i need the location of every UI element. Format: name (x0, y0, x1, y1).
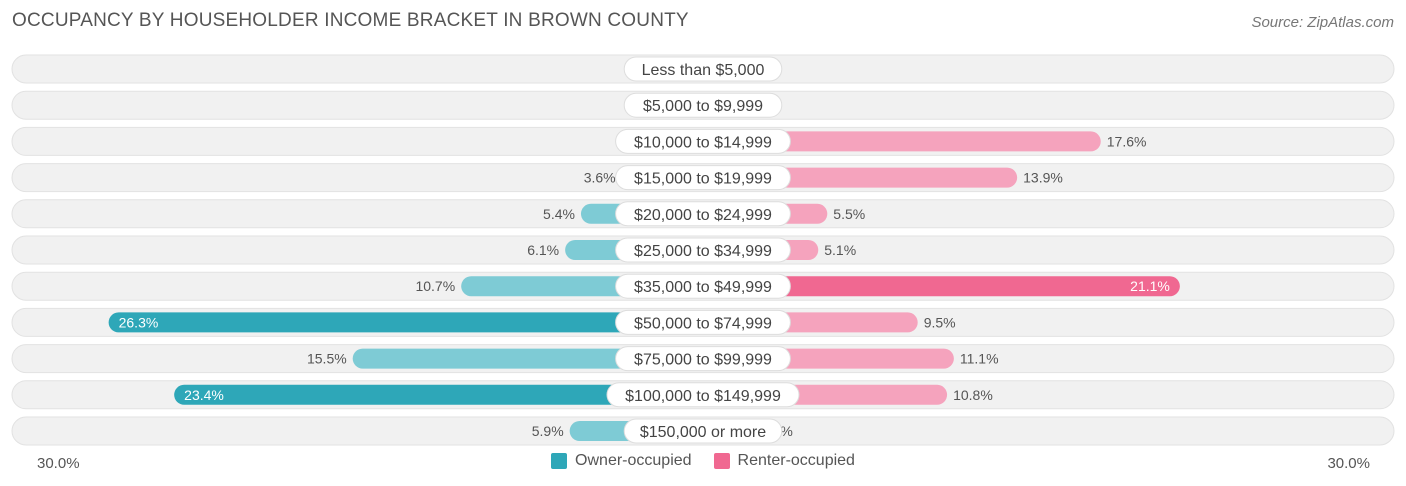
category-label-6: $35,000 to $49,999 (634, 279, 772, 296)
bar-renter-6 (703, 276, 1180, 297)
category-pill-3 (615, 165, 791, 191)
category-pill-4 (615, 201, 791, 227)
bar-owner-9 (174, 384, 703, 405)
chart-canvas: 0.75%1.3%Less than $5,0000.48%1.8%$5,000… (11, 54, 1395, 446)
value-label-renter-4: 5.5% (833, 206, 865, 222)
category-label-9: $100,000 to $149,999 (625, 388, 781, 405)
value-label-renter-7: 9.5% (924, 314, 956, 330)
value-label-owner-6: 10.7% (415, 278, 455, 294)
legend-label-renter: Renter-occupied (737, 452, 855, 469)
value-label-renter-3: 13.9% (1023, 170, 1063, 186)
bar-owner-8 (352, 348, 703, 369)
value-label-owner-8: 15.5% (307, 351, 347, 367)
category-label-1: $5,000 to $9,999 (643, 98, 763, 115)
value-label-owner-9: 23.4% (184, 387, 224, 403)
value-label-renter-5: 5.1% (824, 242, 856, 258)
category-pill-9 (606, 382, 800, 408)
value-label-owner-3: 3.6% (584, 170, 616, 186)
legend-swatch-owner (551, 453, 568, 469)
legend-item-owner: Owner-occupied (551, 452, 692, 470)
category-label-7: $50,000 to $74,999 (634, 315, 772, 332)
legend-swatch-renter (713, 453, 730, 469)
value-label-owner-10: 5.9% (532, 423, 564, 439)
source-credit: Source: ZipAtlas.com (1251, 14, 1394, 31)
category-pill-5 (615, 237, 791, 263)
category-pill-2 (615, 128, 791, 154)
legend: Owner-occupied Renter-occupied (0, 452, 1406, 470)
bar-owner-7 (108, 312, 704, 333)
category-pill-8 (615, 346, 791, 372)
category-pill-0 (623, 56, 783, 82)
value-label-renter-2: 17.6% (1107, 133, 1147, 149)
category-pill-7 (615, 309, 791, 335)
value-label-renter-6: 21.1% (1130, 278, 1170, 294)
category-pill-1 (623, 92, 783, 118)
axis-label-left: 30.0% (37, 455, 80, 472)
category-pill-10 (623, 418, 783, 444)
value-label-owner-4: 5.4% (543, 206, 575, 222)
category-label-0: Less than $5,000 (642, 62, 765, 79)
category-label-8: $75,000 to $99,999 (634, 352, 772, 369)
category-label-3: $15,000 to $19,999 (634, 171, 772, 188)
legend-item-renter: Renter-occupied (713, 452, 855, 470)
value-label-owner-7: 26.3% (119, 314, 159, 330)
legend-label-owner: Owner-occupied (575, 452, 692, 469)
category-label-2: $10,000 to $14,999 (634, 134, 772, 151)
category-label-4: $20,000 to $24,999 (634, 207, 772, 224)
chart-title: OCCUPANCY BY HOUSEHOLDER INCOME BRACKET … (12, 10, 689, 31)
value-label-renter-8: 11.1% (960, 351, 999, 367)
value-label-renter-9: 10.8% (953, 387, 993, 403)
axis-label-right: 30.0% (1327, 455, 1370, 472)
bar-renter-2 (703, 131, 1101, 152)
value-label-owner-5: 6.1% (527, 242, 559, 258)
category-label-10: $150,000 or more (640, 424, 766, 441)
category-label-5: $25,000 to $34,999 (634, 243, 772, 260)
category-pill-6 (615, 273, 791, 299)
